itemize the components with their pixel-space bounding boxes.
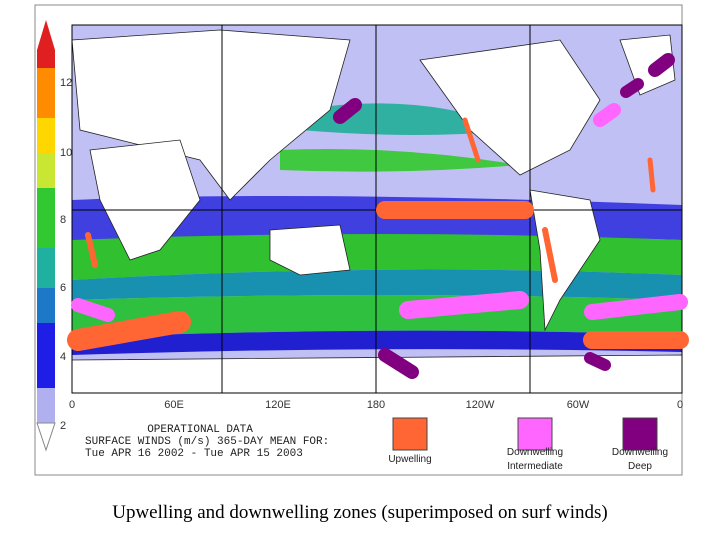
legend-swatch: [517, 417, 553, 451]
longitude-label: 60W: [567, 399, 590, 411]
colorbar-label: 12: [60, 77, 72, 89]
wind-map: [67, 24, 689, 394]
longitude-label: 0: [677, 399, 683, 411]
colorbar-label: 2: [60, 420, 66, 432]
legend-label: Upwelling: [388, 454, 431, 465]
longitude-label: 180: [367, 399, 385, 411]
longitude-label: 0: [69, 399, 75, 411]
map-info: Tue APR 16 2002 - Tue APR 15 2003: [85, 448, 303, 460]
legend-swatch: [622, 417, 658, 451]
colorbar-label: 8: [60, 214, 66, 226]
longitude-label: 120E: [265, 399, 291, 411]
longitude-label: 60E: [164, 399, 184, 411]
legend-swatch: [392, 417, 428, 451]
colorbar-label: 4: [60, 351, 66, 363]
colorbar: [36, 20, 56, 452]
map-info: SURFACE WINDS (m/s) 365-DAY MEAN FOR:: [85, 436, 329, 448]
legend-label: Deep: [628, 461, 652, 472]
colorbar-label: 10: [60, 147, 72, 159]
legend-label: Downwelling: [507, 447, 563, 458]
map-info: OPERATIONAL DATA: [147, 424, 253, 436]
legend-label: Downwelling: [612, 447, 668, 458]
longitude-label: 120W: [466, 399, 495, 411]
colorbar-label: 6: [60, 282, 66, 294]
legend-label: Intermediate: [507, 461, 563, 472]
caption: Upwelling and downwelling zones (superim…: [112, 502, 608, 523]
